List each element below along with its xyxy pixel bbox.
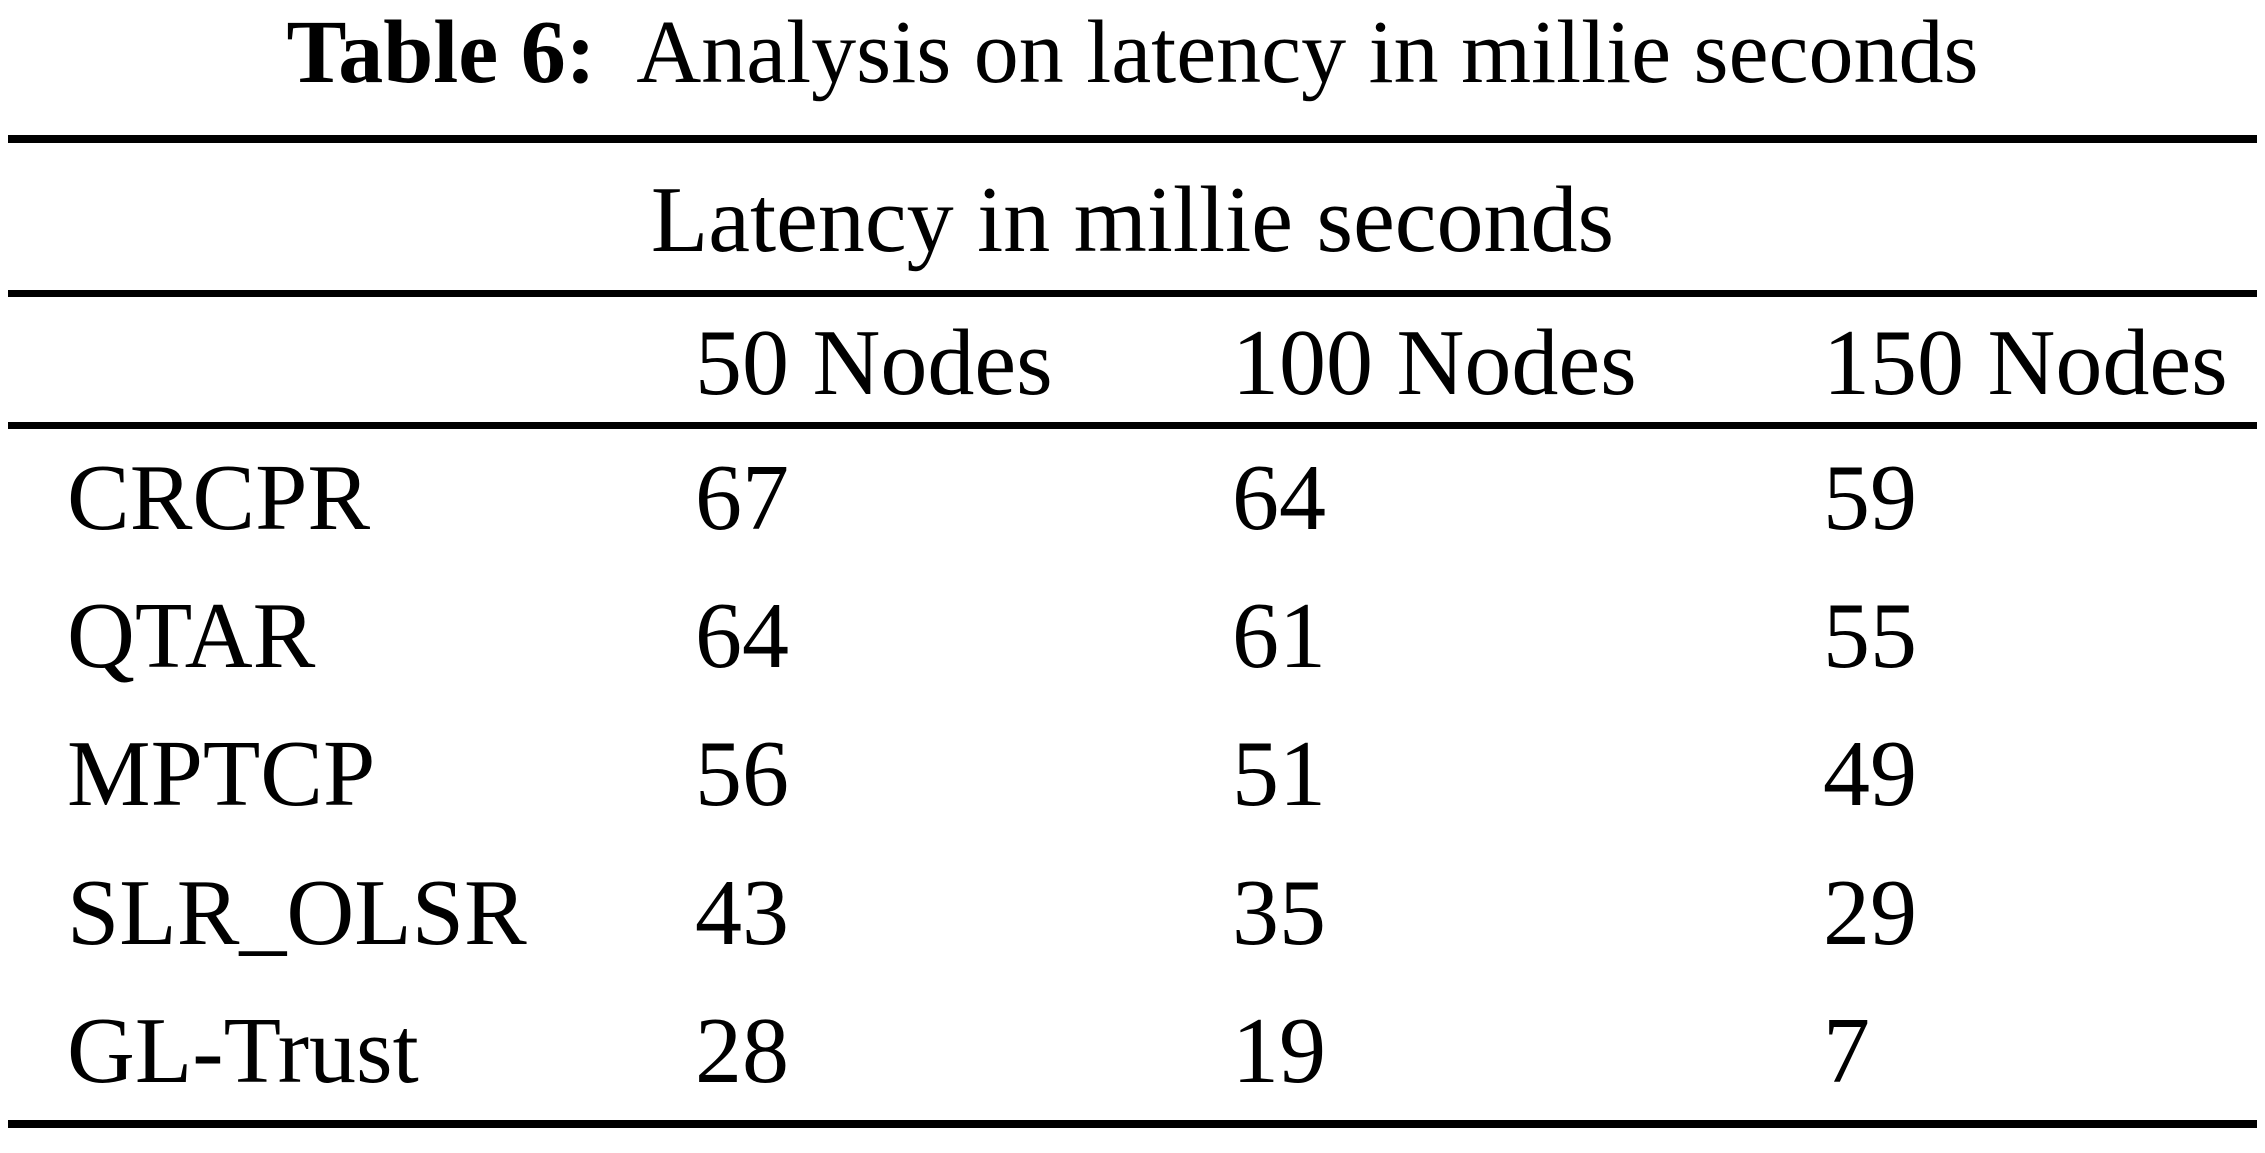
value-cell: 43: [695, 860, 789, 965]
column-header-row: 50 Nodes 100 Nodes 150 Nodes: [8, 297, 2257, 429]
table-row: QTAR 64 61 55: [8, 567, 2257, 705]
latency-table: Latency in millie seconds 50 Nodes 100 N…: [8, 135, 2257, 1128]
value-cell: 29: [1823, 860, 1917, 965]
value-cell: 59: [1823, 446, 1917, 551]
value-cell: 67: [695, 446, 789, 551]
row-label: CRCPR: [67, 446, 371, 551]
group-header-row: Latency in millie seconds: [8, 143, 2257, 297]
row-label: QTAR: [67, 584, 316, 689]
table-row: MPTCP 56 51 49: [8, 705, 2257, 843]
value-cell: 61: [1232, 584, 1326, 689]
value-cell: 64: [695, 584, 789, 689]
row-label: GL-Trust: [67, 998, 419, 1103]
row-label: SLR_OLSR: [67, 860, 527, 965]
column-header-100-nodes: 100 Nodes: [1232, 310, 1637, 415]
table-caption: Table 6: Analysis on latency in millie s…: [0, 0, 2265, 135]
table-row: SLR_OLSR 43 35 29: [8, 844, 2257, 982]
table-row: CRCPR 67 64 59: [8, 429, 2257, 567]
column-header-50-nodes: 50 Nodes: [695, 310, 1053, 415]
value-cell: 51: [1232, 722, 1326, 827]
value-cell: 56: [695, 722, 789, 827]
caption-text: Analysis on latency in millie seconds: [636, 3, 1979, 102]
column-header-150-nodes: 150 Nodes: [1823, 310, 2228, 415]
caption-number: Table 6:: [286, 3, 596, 102]
value-cell: 28: [695, 998, 789, 1103]
value-cell: 19: [1232, 998, 1326, 1103]
group-header-label: Latency in millie seconds: [650, 167, 1615, 272]
value-cell: 64: [1232, 446, 1326, 551]
value-cell: 7: [1823, 998, 1870, 1103]
value-cell: 55: [1823, 584, 1917, 689]
table-row: GL-Trust 28 19 7: [8, 982, 2257, 1120]
row-label: MPTCP: [67, 722, 376, 827]
value-cell: 49: [1823, 722, 1917, 827]
value-cell: 35: [1232, 860, 1326, 965]
